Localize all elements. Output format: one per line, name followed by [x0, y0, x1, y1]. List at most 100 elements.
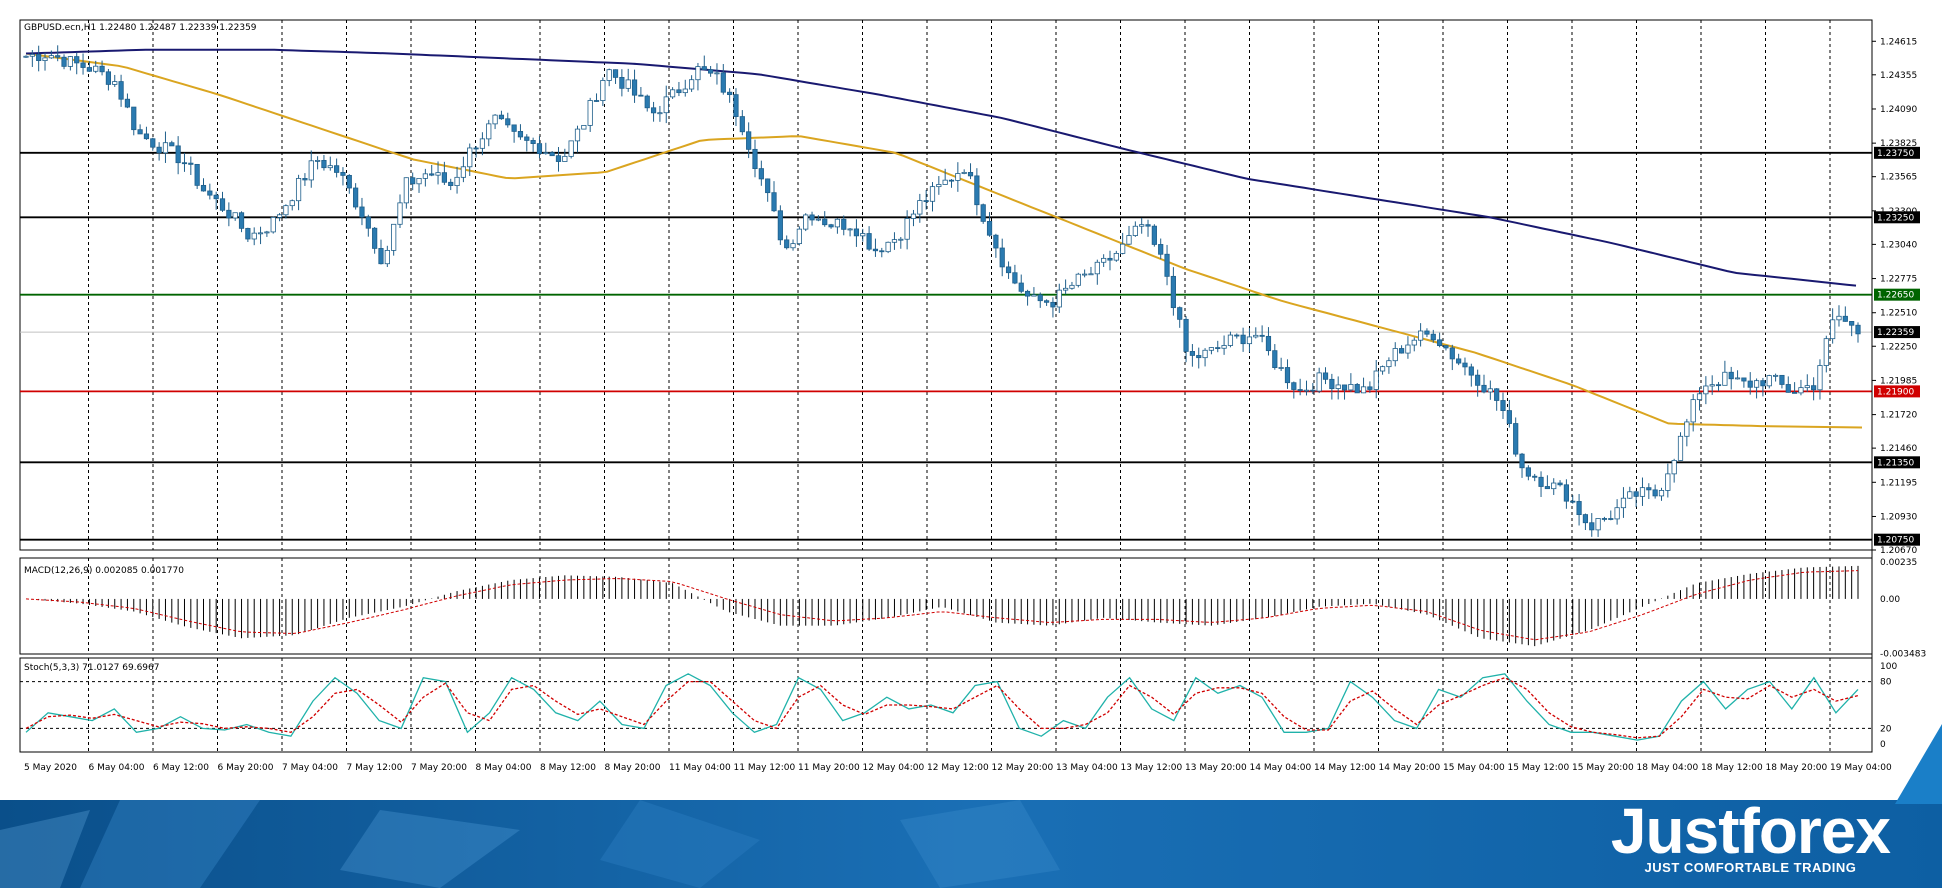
x-tick-label: 14 May 20:00: [1379, 763, 1441, 773]
candle-body: [302, 178, 308, 181]
candle-body: [1202, 349, 1208, 359]
candle-body: [1005, 266, 1012, 274]
x-tick-label: 7 May 04:00: [282, 763, 338, 773]
candle-body: [80, 62, 86, 68]
candle-body: [1322, 372, 1329, 380]
x-tick-label: 6 May 12:00: [153, 763, 209, 773]
candle-body: [549, 152, 555, 157]
candle-body: [689, 79, 695, 90]
price-level-tag: [1874, 146, 1920, 159]
y-tick-label: 1.22775: [1880, 275, 1917, 285]
y-tick-label: 1.21985: [1880, 376, 1917, 386]
x-tick-label: 12 May 12:00: [927, 763, 989, 773]
candle-body: [251, 232, 257, 240]
candle-body: [866, 233, 872, 250]
candle-body: [841, 218, 847, 230]
candle-body: [1418, 330, 1424, 341]
candle-body: [961, 171, 967, 174]
candle-body: [669, 89, 676, 98]
candle-body: [486, 123, 492, 140]
price-level-label: 1.20750: [1877, 536, 1914, 546]
candle-body: [283, 205, 289, 216]
price-level-label: 1.23750: [1877, 149, 1914, 159]
candle-body: [245, 227, 251, 240]
candle-body: [74, 56, 80, 64]
candle-body: [188, 162, 194, 165]
candle-body: [1240, 334, 1246, 345]
candle-body: [238, 212, 245, 229]
candle-body: [1538, 476, 1544, 487]
candle-body: [1532, 475, 1538, 478]
candle-body: [314, 159, 321, 162]
candle-body: [429, 173, 435, 176]
candle-body: [1671, 460, 1677, 475]
candle-body: [1126, 235, 1132, 245]
candle-body: [758, 168, 764, 180]
candle-body: [1811, 385, 1817, 391]
candle-body: [631, 79, 638, 96]
candle-body: [1475, 374, 1481, 386]
candle-body: [1405, 344, 1411, 354]
x-tick-label: 11 May 04:00: [669, 763, 731, 773]
candle-body: [1367, 386, 1373, 390]
candle-body: [784, 239, 790, 249]
price-level-label: 1.22650: [1877, 291, 1914, 301]
candle-body: [543, 152, 549, 155]
candle-body: [479, 138, 486, 149]
candle-body: [1468, 366, 1474, 376]
candle-body: [257, 232, 264, 235]
candle-body: [986, 220, 993, 236]
x-tick-label: 8 May 12:00: [540, 763, 596, 773]
candle-body: [771, 192, 777, 212]
candle-body: [948, 179, 955, 182]
candle-body: [162, 142, 169, 154]
candle-body: [384, 250, 390, 265]
candle-body: [663, 96, 669, 114]
candle-body: [1259, 334, 1265, 337]
y-tick-label: 1.21460: [1880, 444, 1917, 454]
x-tick-label: 18 May 12:00: [1701, 763, 1763, 773]
candle-body: [1411, 339, 1417, 346]
candle-body: [1798, 387, 1804, 394]
candle-body: [150, 138, 156, 148]
candle-body: [1709, 384, 1715, 387]
candle-body: [175, 145, 181, 164]
macd-panel: [25, 565, 1859, 647]
x-tick-label: 8 May 20:00: [605, 763, 661, 773]
candle-body: [1151, 225, 1157, 245]
chart-background: [0, 0, 1942, 800]
price-levels: 1.23750 1.23250 1.22650 1.22359 1.21900 1.213…: [20, 146, 1920, 546]
candle-body: [1614, 507, 1620, 520]
price-level-tag: [1874, 456, 1920, 469]
candle-body: [511, 124, 517, 132]
candle-body: [1373, 370, 1379, 390]
candle-body: [213, 194, 219, 200]
y-tick-label: 1.23300: [1880, 207, 1917, 217]
candle-body: [23, 55, 29, 58]
macd-y-tick-label: 0.00: [1880, 595, 1900, 605]
candle-body: [1551, 482, 1557, 490]
candle-body: [1120, 243, 1126, 254]
candle-body: [1487, 388, 1493, 393]
macd-y-tick-label: -0.003483: [1880, 650, 1926, 660]
candle-body: [143, 133, 150, 140]
candle-body: [593, 100, 600, 102]
candle-body: [1088, 273, 1094, 276]
candle-body: [1012, 272, 1018, 284]
candle-body: [853, 228, 860, 237]
x-tick-label: 18 May 20:00: [1766, 763, 1828, 773]
candle-body: [1379, 366, 1386, 372]
candle-body: [194, 163, 200, 186]
candle-body: [391, 223, 397, 251]
candle-body: [1164, 253, 1170, 277]
candle-body: [904, 218, 910, 240]
candle-body: [1291, 382, 1297, 390]
candle-body: [505, 118, 511, 126]
candle-body: [746, 131, 752, 150]
candle-body: [517, 131, 524, 138]
macd-signal-line: [25, 570, 1859, 641]
candle-body: [435, 172, 441, 176]
candle-body: [847, 228, 853, 231]
x-tick-label: 11 May 20:00: [798, 763, 860, 773]
candle-body: [359, 206, 365, 218]
